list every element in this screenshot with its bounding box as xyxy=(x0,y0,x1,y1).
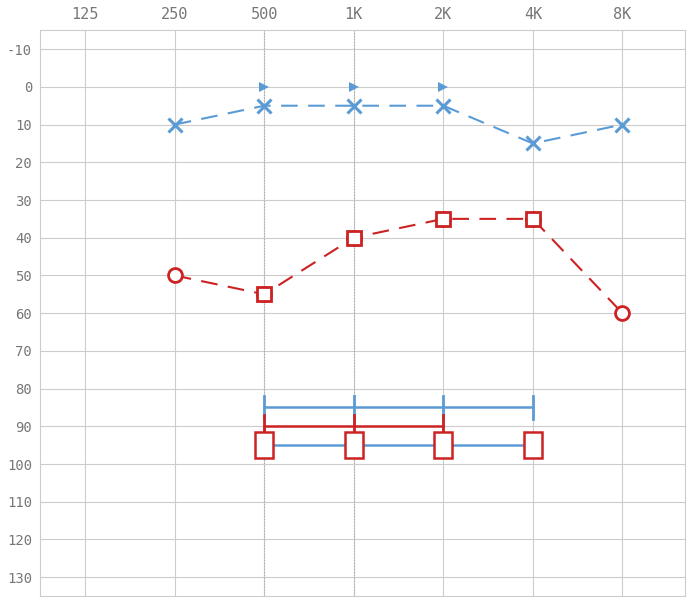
Bar xyxy=(524,432,542,458)
Bar xyxy=(255,432,273,458)
Bar xyxy=(345,432,363,458)
Bar xyxy=(435,432,453,458)
